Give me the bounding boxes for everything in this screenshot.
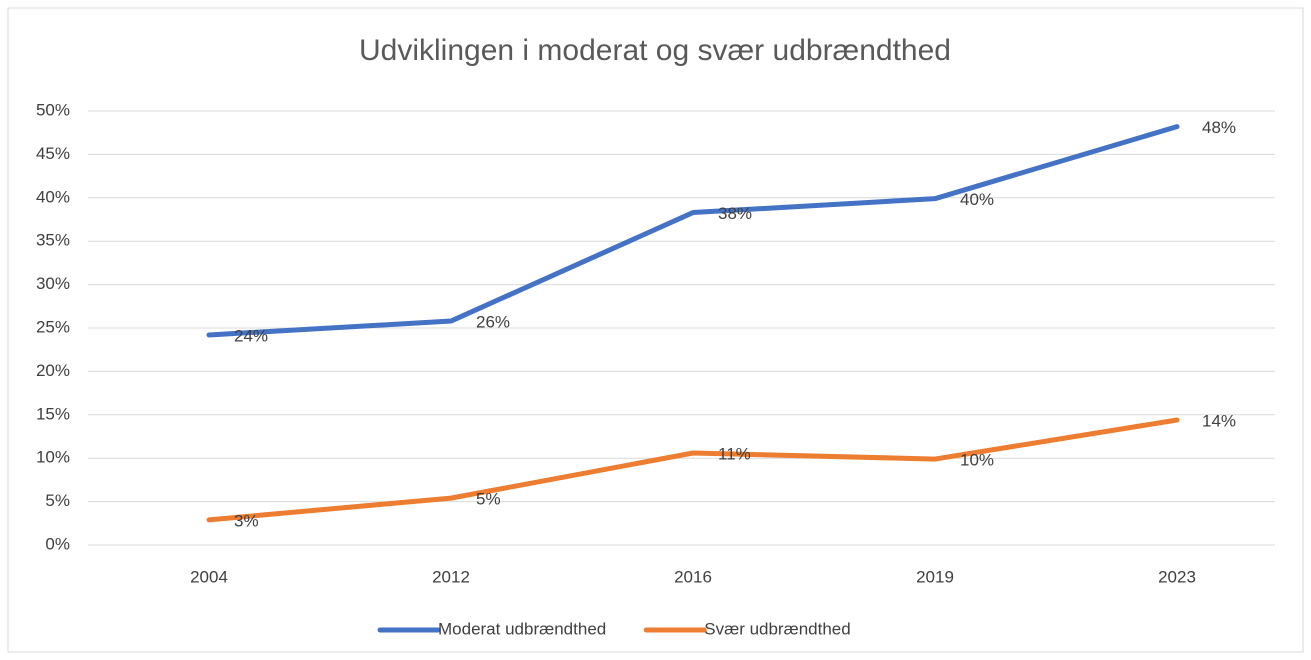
legend-label: Moderat udbrændthed	[438, 619, 606, 638]
data-label: 3%	[234, 511, 259, 530]
y-tick-label: 25%	[36, 317, 70, 336]
data-label: 10%	[960, 451, 994, 470]
data-label: 11%	[718, 444, 751, 463]
data-label: 48%	[1202, 118, 1236, 137]
series-line	[206, 417, 1180, 523]
y-tick-label: 15%	[36, 404, 70, 423]
data-label: 5%	[476, 490, 501, 509]
data-label: 24%	[234, 326, 268, 345]
data-label: 26%	[476, 313, 510, 332]
x-tick-label: 2019	[916, 567, 954, 586]
y-tick-label: 45%	[36, 144, 70, 163]
x-tick-label: 2004	[190, 567, 228, 586]
legend-label: Svær udbrændthed	[704, 619, 850, 638]
series-line	[206, 124, 1180, 338]
y-tick-label: 35%	[36, 231, 70, 250]
y-tick-label: 0%	[45, 534, 70, 553]
y-tick-label: 5%	[45, 491, 70, 510]
x-tick-label: 2016	[674, 567, 712, 586]
x-tick-label: 2023	[1158, 567, 1196, 586]
chart-title: Udviklingen i moderat og svær udbrændthe…	[359, 34, 951, 67]
y-tick-label: 10%	[36, 448, 70, 467]
data-label: 38%	[718, 204, 752, 223]
y-tick-label: 40%	[36, 187, 70, 206]
y-tick-label: 30%	[36, 274, 70, 293]
data-label: 40%	[960, 190, 994, 209]
data-label: 14%	[1202, 411, 1236, 430]
x-tick-label: 2012	[432, 567, 470, 586]
chart-border	[7, 7, 1304, 653]
y-tick-label: 50%	[36, 100, 70, 119]
y-tick-label: 20%	[36, 361, 70, 380]
